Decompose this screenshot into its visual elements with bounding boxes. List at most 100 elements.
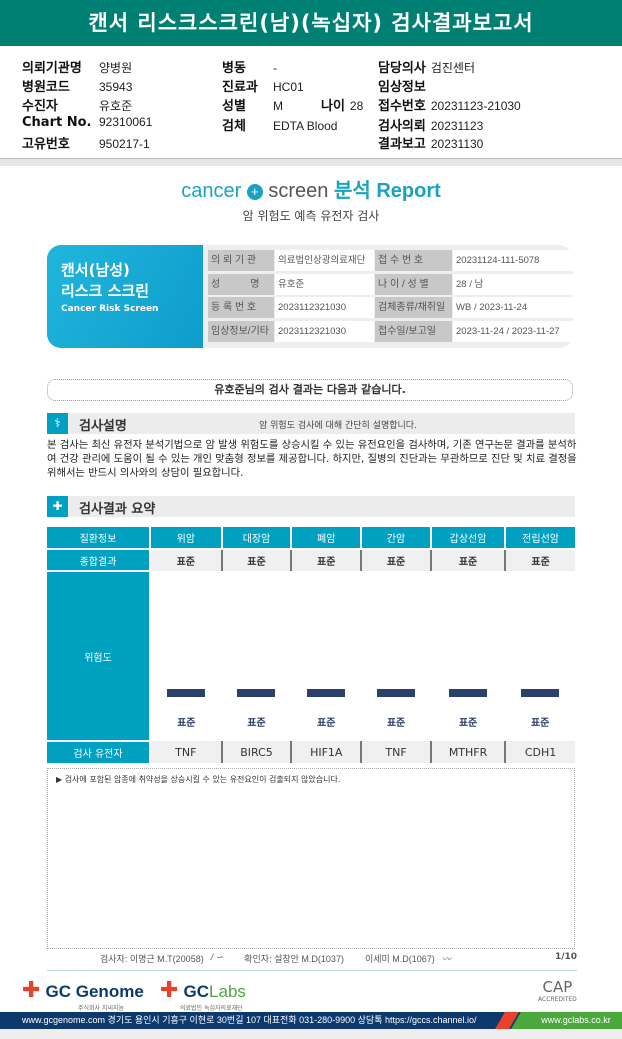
gene: CDH1 [505,741,575,763]
medical-kit-icon: ✚ [47,496,68,517]
risk-cell: 표준 [221,571,292,741]
confirmer: 확인자: 설창안 M.D(1037) [244,954,344,964]
field-value: - [273,61,277,75]
field-row: 병동 - [222,57,277,76]
brand-logo: cancer + screen 분석 Report [0,174,622,203]
description-text: 본 검사는 최신 유전자 분석기법으로 암 발생 위험도를 상승시킬 수 있는 … [47,439,577,479]
card-label: 나 이 / 성 별 [375,273,452,295]
overall-result: 표준 [291,549,363,571]
risk-cell: 표준 [150,571,222,741]
field-value: 20231123-21030 [430,99,521,113]
risk-cell: 표준 [361,571,431,741]
cap-logo: CAP ACCREDITED [538,978,577,1003]
gene: HIF1A [291,741,363,763]
field-label: 성별 [222,99,246,114]
result-banner: 유호준님의 검사 결과는 다음과 같습니다. [47,379,573,401]
risk-bar [237,689,276,697]
disease-header: 대장암 [221,527,293,550]
risk-label: 표준 [458,718,478,729]
risk-bar [377,689,416,697]
field-value: 유호준 [99,99,133,113]
overall-result: 표준 [221,549,293,571]
card-title-2: 리스크 스크린 [61,282,150,300]
field-row: 진료과 HC01 [222,76,304,95]
field-label: 의뢰기관명 [22,61,82,76]
risk-label: 표준 [386,718,406,729]
row-label: 위험도 [47,571,151,742]
field-value: 92310061 [99,115,153,129]
footer-link[interactable]: www.gclabs.co.kr [530,1012,622,1029]
field-label: 병원코드 [22,80,70,95]
field-value: 양병원 [99,61,133,75]
disease-header: 위암 [150,527,223,550]
field-value: 950217-1 [99,137,150,151]
card-title-en: Cancer Risk Screen [61,304,159,314]
signature-mark: 〰 [441,954,451,964]
divider [47,970,577,971]
risk-bar [307,689,346,697]
report-title: 캔서 리스크스크린(남)(녹십자) 검사결과보고서 [0,0,622,46]
divider [0,158,622,166]
section-title: 검사결과 요약 [79,502,156,517]
field-row: 성별 M 나이 28 [222,95,363,114]
brand-cancer: cancer [181,180,242,202]
gc-genome-logo: ✚ GC Genome 주식회사 지씨지놈 [22,978,144,1012]
field-label: 병동 [222,61,246,76]
card-label: 접 수 번 호 [375,250,452,271]
section-header-description: ⚕ 검사설명 암 위험도 검사에 대해 간단히 설명합니다. [47,413,575,434]
field-label: 검체 [222,119,246,134]
disease-header: 전립선암 [505,527,575,550]
overall-result: 표준 [361,549,432,571]
field-value: 20231130 [430,137,484,151]
logo-sub: 주식회사 지씨지놈 [78,1005,125,1012]
tester: 검사자: 이명근 M.T(20058) [100,954,204,964]
field-row: 검사의뢰 20231123 [378,115,483,134]
gene: MTHFR [430,741,507,763]
card-label: 접수일/보고일 [375,320,452,342]
disease-header: 폐암 [291,527,363,550]
result-note: ▶ 검사에 포함된 암종에 취약성을 상승시킬 수 있는 유전요인이 검출되지 … [47,768,575,949]
logo-text: CAP [542,978,573,996]
field-value: M [273,99,283,113]
gc-cross-icon: ✚ [160,978,179,1003]
field-row: 담당의사 검진센터 [378,57,475,76]
overall-result: 표준 [505,549,575,571]
row-label: 질환정보 [47,527,151,550]
field-row: 수진자 유호준 [22,95,132,114]
gc-labs-logo: ✚ GCLabs 의료법인 녹십자의료재단 [160,978,246,1012]
risk-cell: 표준 [291,571,362,741]
logo-text: Labs [209,982,246,1001]
overall-result: 표준 [430,549,507,571]
footer-bar: www.gcgenome.com 경기도 용인시 기흥구 이현로 30번길 10… [0,1012,622,1029]
field-row: 검체 EDTA Blood [222,115,337,134]
card-label: 검체종류/채취일 [375,297,452,318]
logo-sub: 의료법인 녹십자의료재단 [180,1005,243,1012]
card-title-panel: 캔서(남성) 리스크 스크린 Cancer Risk Screen [47,245,203,348]
card-value: 2023-11-24 / 2023-11-27 [453,320,573,342]
field-value: HC01 [273,80,304,94]
logo-sub: ACCREDITED [538,996,577,1003]
gene: TNF [150,741,223,763]
card-value: 2023112321030 [275,297,374,318]
card-label: 의 뢰 기 관 [208,250,274,271]
card-label: 임상정보/기타 [208,320,274,342]
risk-bar [449,689,488,697]
card-value: WB / 2023-11-24 [453,297,573,318]
field-label: 검사의뢰 [378,119,426,134]
field-label: 임상정보 [378,80,426,95]
field-row: 결과보고 20231130 [378,133,483,152]
page-bottom [0,1029,622,1039]
field-row: 임상정보 [378,76,431,95]
risk-cell: 표준 [505,571,575,741]
field-value: 28 [349,99,364,113]
field-row: 접수번호 20231123-21030 [378,95,521,114]
field-row: Chart No. 92310061 [22,115,152,130]
field-label: 수진자 [22,99,58,114]
field-value: EDTA Blood [273,119,338,133]
risk-plus-icon: + [246,184,263,200]
report-subtitle: 암 위험도 예측 유전자 검사 [242,209,380,223]
field-row: 고유번호 950217-1 [22,133,150,152]
field-row: 병원코드 35943 [22,76,132,95]
field-row: 의뢰기관명 양병원 [22,57,132,76]
field-label: 접수번호 [378,99,426,114]
